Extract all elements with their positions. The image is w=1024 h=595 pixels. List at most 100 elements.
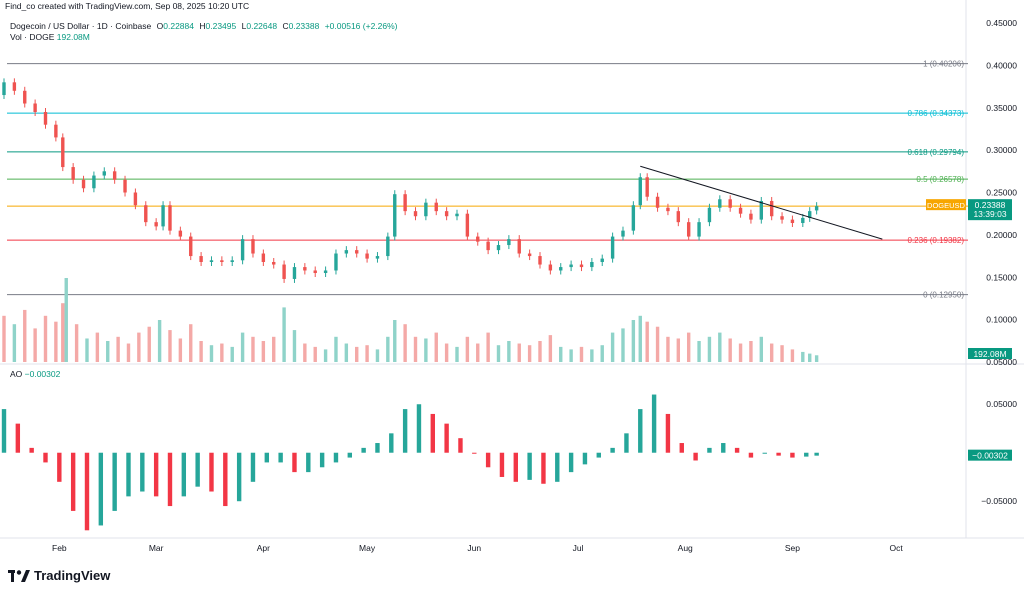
candle — [808, 211, 812, 218]
candle — [23, 90, 27, 104]
fib-level-label: 0.5 (0.26578) — [916, 175, 964, 184]
volume-bar — [344, 343, 349, 362]
ao-bar — [734, 447, 740, 453]
volume-bar — [178, 338, 183, 362]
volume-bar — [375, 349, 380, 362]
time-tick-label: Jul — [573, 543, 584, 553]
candle — [2, 82, 6, 96]
time-tick-label: Apr — [257, 543, 270, 553]
volume-bar — [666, 336, 670, 362]
ao-bar — [167, 452, 173, 507]
volume-bar — [74, 324, 79, 362]
price-tick-label: 0.20000 — [986, 230, 1017, 240]
candle — [251, 239, 255, 254]
high-value: 0.23495 — [205, 21, 237, 31]
candle — [92, 175, 96, 189]
fib-level-label: 0.786 (0.34373) — [908, 109, 965, 118]
candle — [12, 82, 17, 91]
ao-bar — [292, 452, 297, 473]
symbol-price-badge — [926, 199, 966, 211]
tradingview-logo-text: TradingView — [34, 568, 111, 583]
symbol-info: Dogecoin / US Dollar · 1D · Coinbase O0.… — [10, 21, 398, 31]
close-value: 0.23388 — [288, 21, 320, 31]
volume-bar — [507, 341, 511, 362]
ao-bar — [84, 452, 90, 531]
ao-bar — [1, 409, 7, 453]
volume-bar — [189, 324, 193, 362]
ao-tick-label: −0.05000 — [981, 496, 1017, 506]
candle — [476, 236, 480, 242]
ao-bar — [527, 452, 532, 480]
candle — [676, 211, 681, 223]
candle — [697, 222, 701, 237]
fib-level-label: 0.236 (0.19382) — [908, 236, 965, 245]
ao-bar — [513, 452, 518, 482]
volume-bar — [759, 336, 764, 362]
volume-bar — [631, 320, 636, 362]
volume-bar — [538, 341, 542, 362]
volume-bar — [559, 346, 563, 362]
candle — [600, 258, 604, 262]
ao-bar — [458, 438, 463, 453]
trendline — [640, 165, 883, 240]
volume-bar — [33, 328, 37, 362]
volume-bar — [808, 353, 812, 362]
ao-last-badge — [968, 449, 1012, 461]
candle — [666, 207, 670, 212]
volume-bar — [434, 332, 438, 362]
ao-bar — [181, 452, 187, 497]
candle — [496, 245, 501, 251]
volume-bar — [645, 321, 649, 362]
price-tick-label: 0.15000 — [986, 272, 1017, 282]
time-tick-label: Feb — [52, 543, 67, 553]
volume-bar — [655, 326, 660, 362]
candle — [621, 230, 625, 237]
candle — [168, 205, 172, 231]
candle — [209, 260, 214, 262]
ao-bar — [665, 413, 671, 453]
volume-bar — [220, 343, 224, 362]
ao-bar — [278, 452, 283, 463]
volume-bar — [590, 349, 594, 362]
volume-bar — [23, 309, 27, 362]
volume-bar — [137, 332, 141, 362]
volume-bar — [548, 335, 553, 362]
last-price-badge — [968, 199, 1012, 221]
tradingview-logo[interactable]: TradingView — [8, 568, 110, 583]
volume-bar — [496, 345, 501, 362]
candle — [465, 213, 470, 237]
volume-bar — [147, 326, 151, 362]
candle — [728, 199, 732, 208]
low-value: 0.22648 — [246, 21, 278, 31]
volume-bar — [697, 341, 701, 362]
volume-bar — [455, 346, 459, 362]
ao-bar — [98, 452, 104, 526]
volume-bar — [686, 332, 691, 362]
ao-bar — [430, 413, 435, 453]
candle — [334, 253, 338, 271]
volume-bar — [610, 332, 615, 362]
candle — [43, 111, 48, 125]
volume-bar — [199, 341, 203, 362]
volume-bar — [814, 355, 819, 362]
ao-bar — [126, 452, 131, 497]
high-label: H — [199, 21, 206, 31]
volume-bar — [323, 349, 328, 362]
last-price-value: 0.23388 — [975, 200, 1006, 210]
volume-bar — [43, 315, 48, 362]
candle — [102, 171, 106, 176]
candle — [303, 267, 307, 271]
volume-bar — [2, 315, 6, 362]
ao-bar — [70, 452, 76, 511]
candle — [33, 103, 37, 112]
candle — [261, 253, 266, 262]
candle — [749, 213, 753, 220]
volume-bar — [527, 345, 532, 362]
volume-bar — [282, 307, 286, 362]
candle — [434, 202, 438, 212]
candle — [323, 270, 328, 274]
volume-bar — [621, 328, 625, 362]
ao-bar — [568, 452, 574, 473]
time-tick-label: Mar — [149, 543, 164, 553]
